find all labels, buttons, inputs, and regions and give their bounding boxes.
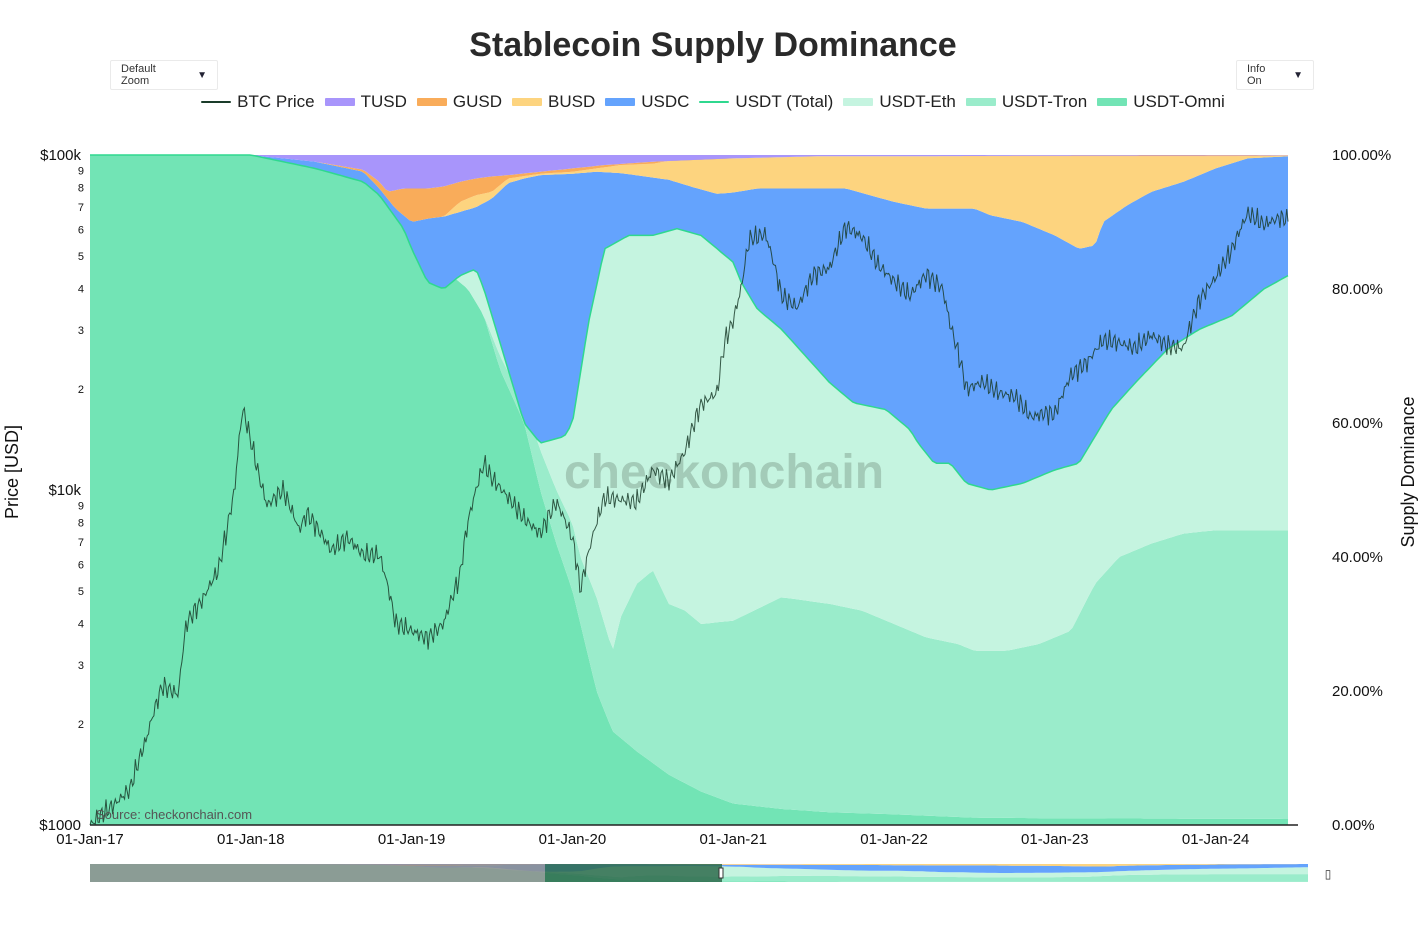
zoom-dropdown-label: Default Zoom: [121, 63, 156, 87]
range-slider-area: [90, 864, 1308, 882]
area-usdc: [90, 155, 1288, 490]
range-slider[interactable]: [90, 864, 1308, 882]
legend-swatch: [512, 98, 543, 106]
legend-label: USDC: [641, 92, 690, 111]
legend-swatch: [965, 98, 996, 106]
range-handle-icon[interactable]: ▯: [1325, 867, 1332, 881]
y-left-tick-label: $1000: [39, 817, 81, 834]
legend-swatch: [605, 98, 636, 106]
legend-label: TUSD: [360, 92, 407, 111]
legend-label: USDT-Omni: [1133, 92, 1225, 111]
info-dropdown[interactable]: Info On ▼: [1236, 60, 1314, 90]
legend-swatch: [699, 101, 730, 103]
legend-item-gusd[interactable]: GUSD: [416, 92, 503, 112]
area-usdt-eth: [90, 155, 1288, 651]
y-left-minor-tick-label: 9: [78, 500, 84, 512]
y-left-tick-label: $100k: [40, 147, 81, 164]
chevron-down-icon: ▼: [1293, 69, 1303, 81]
legend-label: GUSD: [452, 92, 503, 111]
legend-item-usdt-tron[interactable]: USDT-Tron: [965, 92, 1088, 112]
x-tick-label: 01-Jan-23: [1021, 831, 1089, 848]
y-right-axis-title: Supply Dominance: [1398, 396, 1418, 547]
x-tick-label: 01-Jan-24: [1182, 831, 1250, 848]
x-tick-label: 01-Jan-19: [378, 831, 446, 848]
area-busd: [90, 155, 1288, 249]
y-right-tick-label: 100.00%: [1332, 147, 1391, 164]
x-tick-label: 01-Jan-20: [539, 831, 607, 848]
legend-swatch: [1097, 98, 1128, 106]
legend-label: USDT-Tron: [1001, 92, 1088, 111]
stacked-areas: [90, 155, 1288, 825]
y-left-minor-tick-label: 2: [78, 719, 84, 731]
source-label: Source: checkonchain.com: [96, 807, 252, 822]
legend-swatch: [201, 101, 232, 103]
range-slider-area: [90, 864, 1308, 867]
range-slider-mask-selection: [545, 864, 722, 882]
y-left-minor-tick-label: 4: [78, 283, 84, 295]
y-left-minor-tick-label: 5: [78, 586, 84, 598]
legend-item-usdt-total[interactable]: USDT (Total): [699, 92, 833, 112]
legend-item-usdt-eth[interactable]: USDT-Eth: [843, 92, 956, 112]
y-left-tick-label: $10k: [48, 482, 81, 499]
chart-title: Stablecoin Supply Dominance: [469, 26, 957, 64]
zoom-dropdown[interactable]: Default Zoom ▼: [110, 60, 218, 90]
legend-label: USDT (Total): [735, 92, 834, 111]
y-left-minor-tick-label: 4: [78, 618, 84, 630]
range-slider-handle[interactable]: [718, 867, 724, 879]
chart-legend: BTC Price TUSD GUSD BUSD USDC USDT (Tota…: [0, 92, 1426, 112]
y-left-minor-tick-label: 2: [78, 384, 84, 396]
area-usdt-tron: [90, 155, 1288, 819]
x-tick-label: 01-Jan-18: [217, 831, 285, 848]
y-left-minor-tick-label: 8: [78, 517, 84, 529]
legend-swatch: [843, 98, 874, 106]
y-left-axis-title: Price [USD]: [2, 425, 22, 519]
y-left-minor-tick-label: 7: [78, 202, 84, 214]
legend-item-tusd[interactable]: TUSD: [324, 92, 407, 112]
y-right-tick-label: 60.00%: [1332, 415, 1383, 432]
area-tusd: [90, 155, 1288, 192]
x-tick-label: 01-Jan-22: [860, 831, 928, 848]
x-tick-label: 01-Jan-17: [56, 831, 124, 848]
area-usdt-omni: [90, 155, 1288, 825]
line-btc-price: [89, 206, 1289, 826]
info-dropdown-label: Info On: [1247, 63, 1266, 87]
chevron-down-icon: ▼: [197, 69, 207, 81]
legend-item-busd[interactable]: BUSD: [512, 92, 595, 112]
y-left-minor-tick-label: 7: [78, 537, 84, 549]
y-left-minor-tick-label: 6: [78, 559, 84, 571]
legend-label: USDT-Eth: [879, 92, 956, 111]
legend-label: BUSD: [548, 92, 596, 111]
legend-swatch: [324, 98, 355, 106]
y-right-tick-label: 20.00%: [1332, 683, 1383, 700]
axes: 01-Jan-17 01-Jan-18 01-Jan-19 01-Jan-20 01-J…: [2, 147, 1418, 848]
y-left-minor-tick-label: 3: [78, 325, 84, 337]
x-tick-label: 01-Jan-21: [699, 831, 767, 848]
y-left-minor-tick-label: 6: [78, 224, 84, 236]
legend-item-usdt-omni[interactable]: USDT-Omni: [1097, 92, 1225, 112]
y-left-minor-tick-label: 8: [78, 182, 84, 194]
range-slider-area: [90, 864, 1308, 873]
y-left-minor-tick-label: 9: [78, 165, 84, 177]
legend-item-btc-price[interactable]: BTC Price: [201, 92, 315, 112]
line-series: [89, 154, 1289, 826]
legend-item-usdc[interactable]: USDC: [605, 92, 689, 112]
watermark: checkonchain: [564, 446, 884, 499]
y-left-minor-tick-label: 5: [78, 251, 84, 263]
range-slider-mask-left: [90, 864, 545, 882]
y-left-minor-tick-label: 3: [78, 660, 84, 672]
y-right-tick-label: 80.00%: [1332, 281, 1383, 298]
line-usdt-total: [90, 154, 1289, 491]
legend-label: BTC Price: [237, 92, 315, 111]
legend-swatch: [416, 98, 447, 106]
y-right-tick-label: 0.00%: [1332, 817, 1375, 834]
y-right-tick-label: 40.00%: [1332, 549, 1383, 566]
